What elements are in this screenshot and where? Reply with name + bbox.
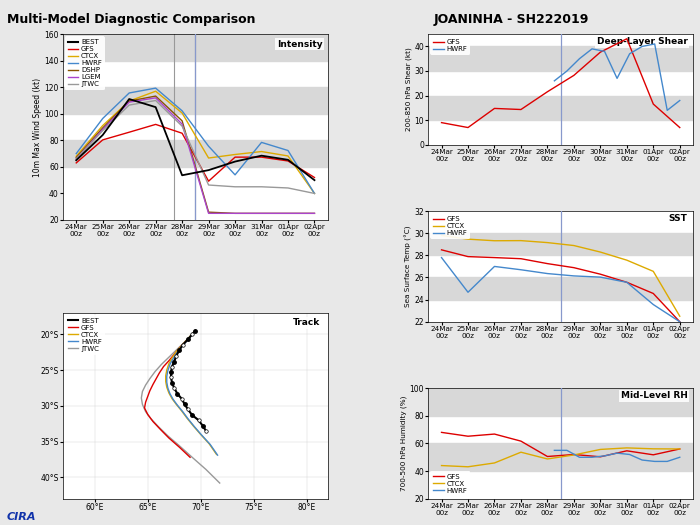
- Text: Track: Track: [293, 319, 320, 328]
- Bar: [428, 444, 693, 471]
- Text: Multi-Model Diagnostic Comparison: Multi-Model Diagnostic Comparison: [7, 13, 256, 26]
- Bar: [428, 233, 693, 255]
- Text: JOANINHA - SH222019: JOANINHA - SH222019: [433, 13, 589, 26]
- Bar: [63, 140, 328, 167]
- Text: Mid-Level RH: Mid-Level RH: [621, 392, 687, 401]
- Y-axis label: 200-850 hPa Shear (kt): 200-850 hPa Shear (kt): [405, 48, 412, 131]
- Legend: GFS, CTCX, HWRF: GFS, CTCX, HWRF: [430, 471, 470, 497]
- Bar: [428, 96, 693, 120]
- Bar: [428, 278, 693, 300]
- Text: CIRA: CIRA: [7, 512, 36, 522]
- Legend: GFS, HWRF: GFS, HWRF: [430, 36, 470, 55]
- Bar: [63, 34, 328, 61]
- Y-axis label: 700-500 hPa Humidity (%): 700-500 hPa Humidity (%): [400, 396, 407, 491]
- Legend: GFS, CTCX, HWRF: GFS, CTCX, HWRF: [430, 213, 470, 239]
- Text: Intensity: Intensity: [276, 40, 323, 49]
- Text: Deep-Layer Shear: Deep-Layer Shear: [597, 37, 687, 46]
- Legend: BEST, GFS, CTCX, HWRF, DSHP, LGEM, JTWC: BEST, GFS, CTCX, HWRF, DSHP, LGEM, JTWC: [65, 36, 105, 90]
- Y-axis label: Sea Surface Temp (°C): Sea Surface Temp (°C): [405, 226, 412, 307]
- Bar: [63, 87, 328, 114]
- Legend: BEST, GFS, CTCX, HWRF, JTWC: BEST, GFS, CTCX, HWRF, JTWC: [65, 315, 105, 355]
- Y-axis label: 10m Max Wind Speed (kt): 10m Max Wind Speed (kt): [33, 78, 41, 176]
- Text: SST: SST: [668, 214, 687, 224]
- Bar: [428, 388, 693, 416]
- Bar: [428, 46, 693, 71]
